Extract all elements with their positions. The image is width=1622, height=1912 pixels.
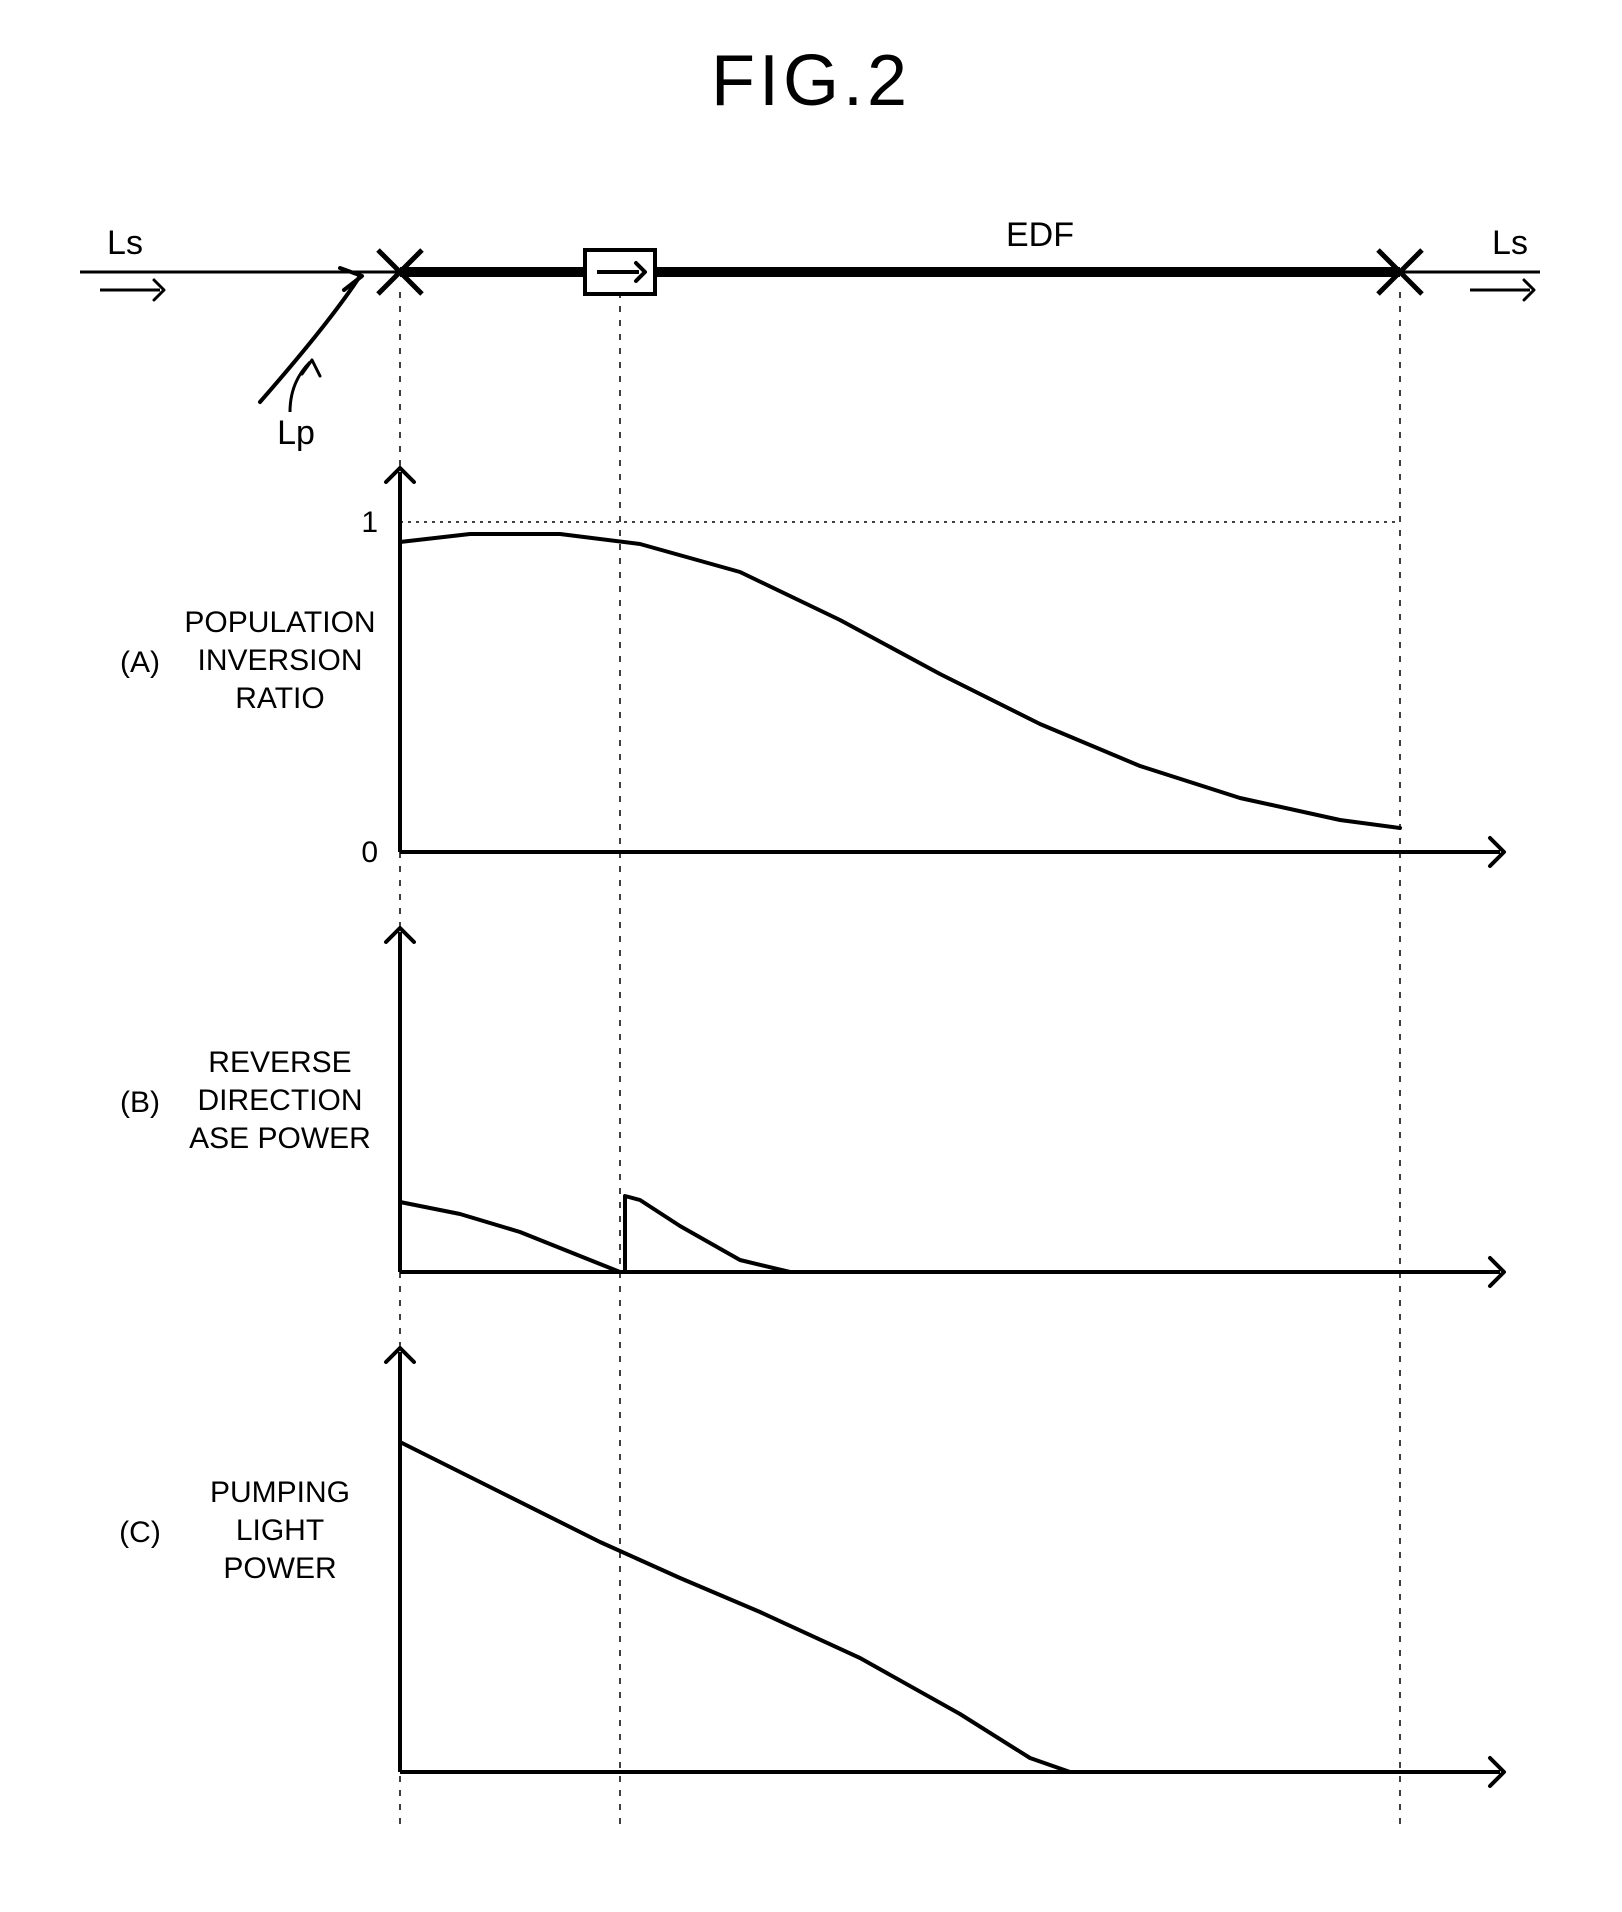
chartA-tick-1: 1 [361, 506, 378, 539]
chartC-curve [400, 1442, 1070, 1772]
figure-title: FIG.2 [40, 40, 1582, 122]
chart-label-line: INVERSION [197, 644, 362, 677]
diagram-svg: Ls Ls EDF Lp 1 0 (A) POPULATION INVERSION RATIO (B… [40, 212, 1582, 1872]
chart-label-line: REVERSE [208, 1046, 351, 1079]
chart-label-line: DIRECTION [198, 1084, 363, 1117]
chart-label-line: POPULATION [184, 606, 375, 639]
chart-label-line: RATIO [235, 682, 324, 715]
lp-pointer-arrow [302, 360, 320, 376]
chart-label-line: ASE POWER [189, 1122, 371, 1155]
chart-label-line: POWER [223, 1552, 336, 1585]
edf-label: EDF [1006, 216, 1074, 254]
chart-label-line: LIGHT [236, 1514, 324, 1547]
chartA-curve [400, 534, 1400, 828]
chart-label-line: PUMPING [210, 1476, 350, 1509]
chartA-tick-0: 0 [361, 836, 378, 869]
chart-marker: (A) [120, 646, 160, 679]
chartB-curve-1 [400, 1202, 620, 1272]
chart-marker: (B) [120, 1086, 160, 1119]
lp-curve [260, 276, 360, 402]
chartB-curve-spike [625, 1196, 790, 1272]
lp-label: Lp [277, 414, 315, 452]
ls-right-label: Ls [1492, 224, 1528, 262]
chart-marker: (C) [119, 1516, 161, 1549]
ls-left-label: Ls [107, 224, 143, 262]
